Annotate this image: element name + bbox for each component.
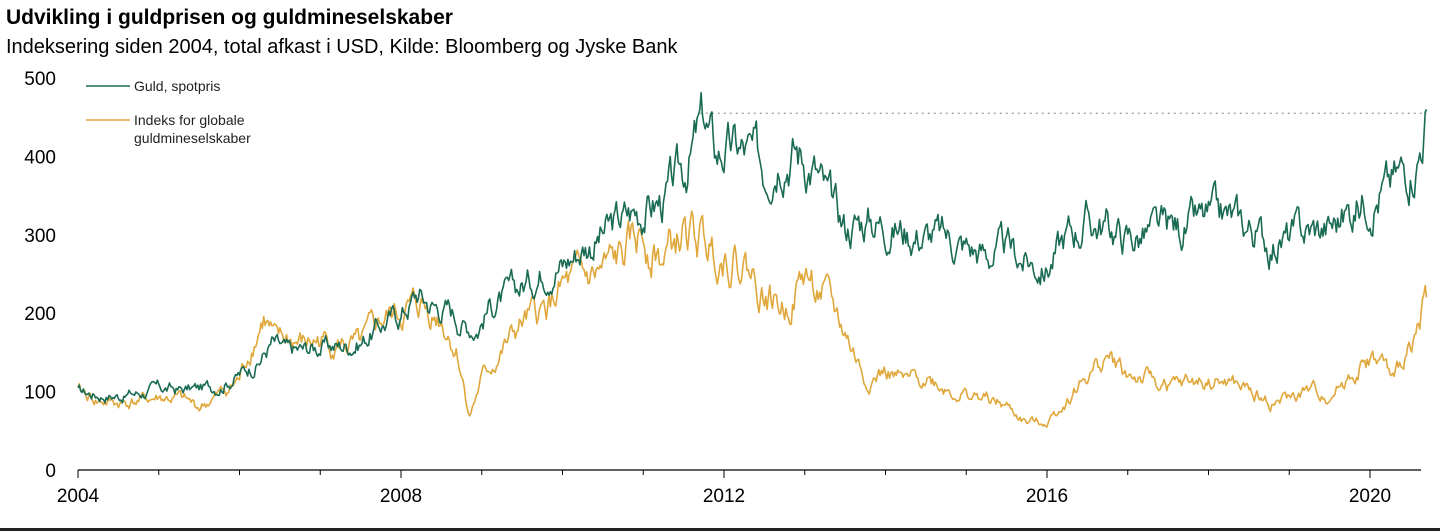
legend: Guld, spotpris Indeks for globale guldmine… [86,78,251,146]
x-tick-label: 2020 [1349,486,1391,507]
y-tick-label: 400 [24,147,56,168]
legend-label-mining-index: Indeks for globale guldmineselskaber [134,112,251,146]
y-tick-label: 200 [24,304,56,325]
x-tick-label: 2016 [1026,486,1068,507]
series-line-mining-index [77,210,1428,428]
bottom-border [0,528,1440,531]
series-layer [77,91,1428,428]
y-tick-label: 300 [24,226,56,247]
x-tick-label: 2004 [57,486,100,507]
y-tick-label: 0 [45,461,56,482]
y-tick-label: 500 [24,69,56,90]
chart-title: Udvikling i guldprisen og guldmineselska… [6,6,453,29]
y-axis: 0 100 200 300 400 500 [24,69,56,482]
x-axis: 2004 2008 2012 2016 2020 [57,469,1421,507]
series-line-gold [77,91,1428,404]
y-tick-label: 100 [24,383,56,404]
x-tick-label: 2012 [703,486,745,507]
legend-label-gold: Guld, spotpris [134,78,220,94]
x-tick-label: 2008 [380,486,422,507]
chart-subtitle: Indeksering siden 2004, total afkast i U… [6,36,678,58]
